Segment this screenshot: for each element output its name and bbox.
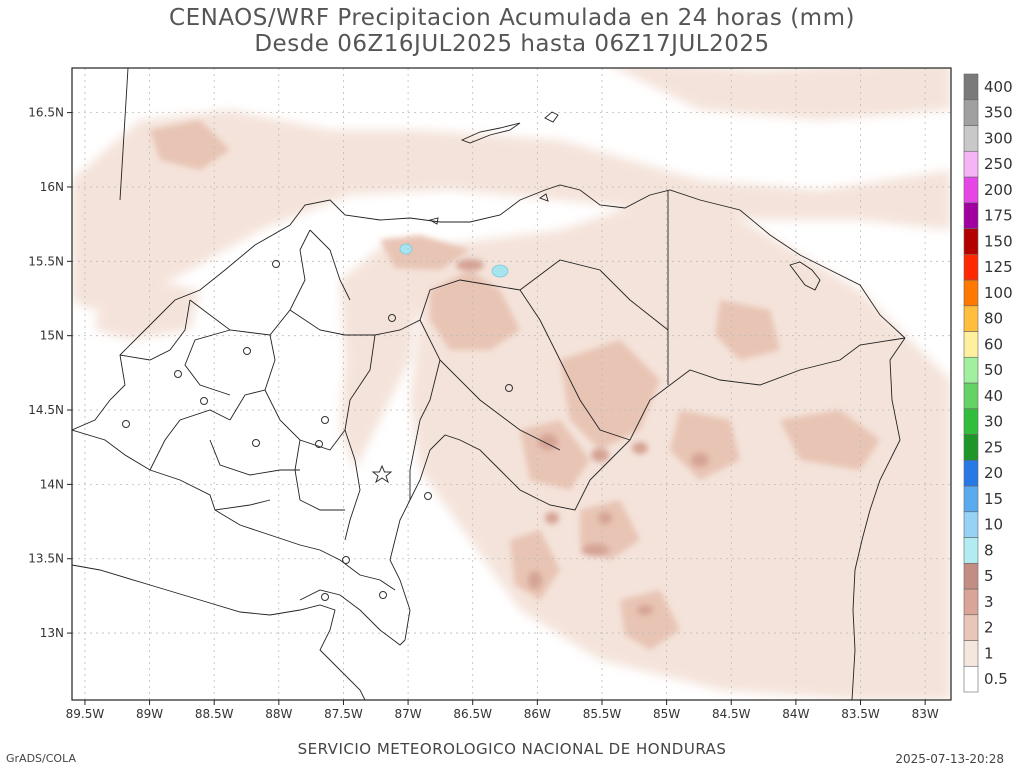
colorbar-swatch [963,176,979,204]
colorbar-label: 400 [984,78,1013,96]
colorbar-swatch [963,253,979,281]
colorbar-label: 300 [984,129,1013,147]
colorbar-label: 125 [984,258,1013,276]
colorbar-label: 20 [984,464,1003,482]
lon-tick-label: 85.5W [583,707,622,721]
colorbar-swatch [963,640,979,667]
colorbar-swatch [963,588,979,616]
lat-tick-label: 13N [40,626,64,640]
colorbar-label: 40 [984,387,1003,405]
lat-tick-label: 13.5N [28,552,64,566]
bay-islands [428,111,821,291]
colorbar-swatch [963,228,979,255]
precipitation-colorbar: 0.5 1 2 3 5 8 10 15 20 25 30 40 50 60 80 100 125 150 175 20… [963,73,1013,693]
graticule [72,68,951,700]
colorbar-label: 2 [984,619,994,637]
city-markers [122,260,513,601]
colorbar-swatch [963,279,979,307]
colorbar-label: 0.5 [984,670,1008,688]
colorbar-label: 200 [984,181,1013,199]
colorbar-label: 1 [984,644,994,662]
colorbar-label: 3 [984,593,994,611]
lon-tick-label: 89.5W [66,707,105,721]
lat-tick-label: 15N [40,329,64,343]
colorbar-swatch [963,305,979,332]
capital-star-icon [371,464,393,484]
colorbar-label: 25 [984,438,1003,456]
lat-tick-label: 14.5N [28,403,64,417]
colorbar-label: 100 [984,284,1013,302]
footer-timestamp: 2025-07-13-20:28 [895,752,1004,766]
colorbar-label: 10 [984,516,1003,534]
lon-tick-label: 84W [782,707,809,721]
footer-software-credit: GrADS/COLA [6,752,76,765]
colorbar-swatch [963,562,979,590]
lat-tick-label: 15.5N [28,254,64,268]
lon-tick-label: 84.5W [712,707,751,721]
colorbar-label: 250 [984,155,1013,173]
lon-tick-label: 87.5W [324,707,363,721]
colorbar-swatch [963,125,979,152]
latitude-axis: 13N 13.5N 14N 14.5N 15N 15.5N 16N 16.5N [28,106,72,640]
colorbar-swatch [963,150,979,178]
footer-agency-name: SERVICIO METEOROLOGICO NACIONAL DE HONDU… [297,740,727,758]
colorbar-swatch [963,434,979,461]
colorbar-swatch [963,356,979,384]
coastlines-and-borders [72,68,906,700]
colorbar-swatch [963,382,979,410]
colorbar-label: 8 [984,541,994,559]
colorbar-swatch [963,537,979,564]
longitude-axis: 89.5W 89W 88.5W 88W 87.5W 87W 86.5W 86W 85.5W 85W… [66,700,939,721]
lon-tick-label: 83.5W [841,707,880,721]
colorbar-label: 350 [984,104,1013,122]
colorbar-label: 50 [984,361,1003,379]
lat-tick-label: 14N [40,477,64,491]
colorbar-swatch [963,202,979,229]
colorbar-label: 60 [984,335,1003,353]
colorbar-swatch [963,73,979,101]
colorbar-swatch [963,614,979,641]
colorbar-label: 15 [984,490,1003,508]
colorbar-swatch [963,665,979,693]
lon-tick-label: 87W [395,707,422,721]
map-title-line1: CENAOS/WRF Precipitacion Acumulada en 24… [169,5,855,31]
colorbar-label: 80 [984,310,1003,328]
lon-tick-label: 86W [524,707,551,721]
colorbar-swatch [963,511,979,538]
map-title-line2: Desde 06Z16JUL2025 hasta 06Z17JUL2025 [254,31,770,57]
colorbar-swatch [963,485,979,513]
lon-tick-label: 88W [265,707,292,721]
colorbar-label: 5 [984,567,994,585]
colorbar-label: 30 [984,413,1003,431]
lon-tick-label: 83W [912,707,939,721]
lat-tick-label: 16N [40,180,64,194]
lon-tick-label: 85W [653,707,680,721]
colorbar-label: 150 [984,232,1013,250]
colorbar-swatch [963,99,979,126]
plot-frame [71,67,952,701]
lon-tick-label: 89W [136,707,163,721]
colorbar-swatch [963,459,979,487]
colorbar-swatch [963,408,979,435]
colorbar-label: 175 [984,207,1013,225]
colorbar-swatch [963,331,979,358]
lon-tick-label: 88.5W [195,707,234,721]
lat-tick-label: 16.5N [28,106,64,120]
lon-tick-label: 86.5W [453,707,492,721]
